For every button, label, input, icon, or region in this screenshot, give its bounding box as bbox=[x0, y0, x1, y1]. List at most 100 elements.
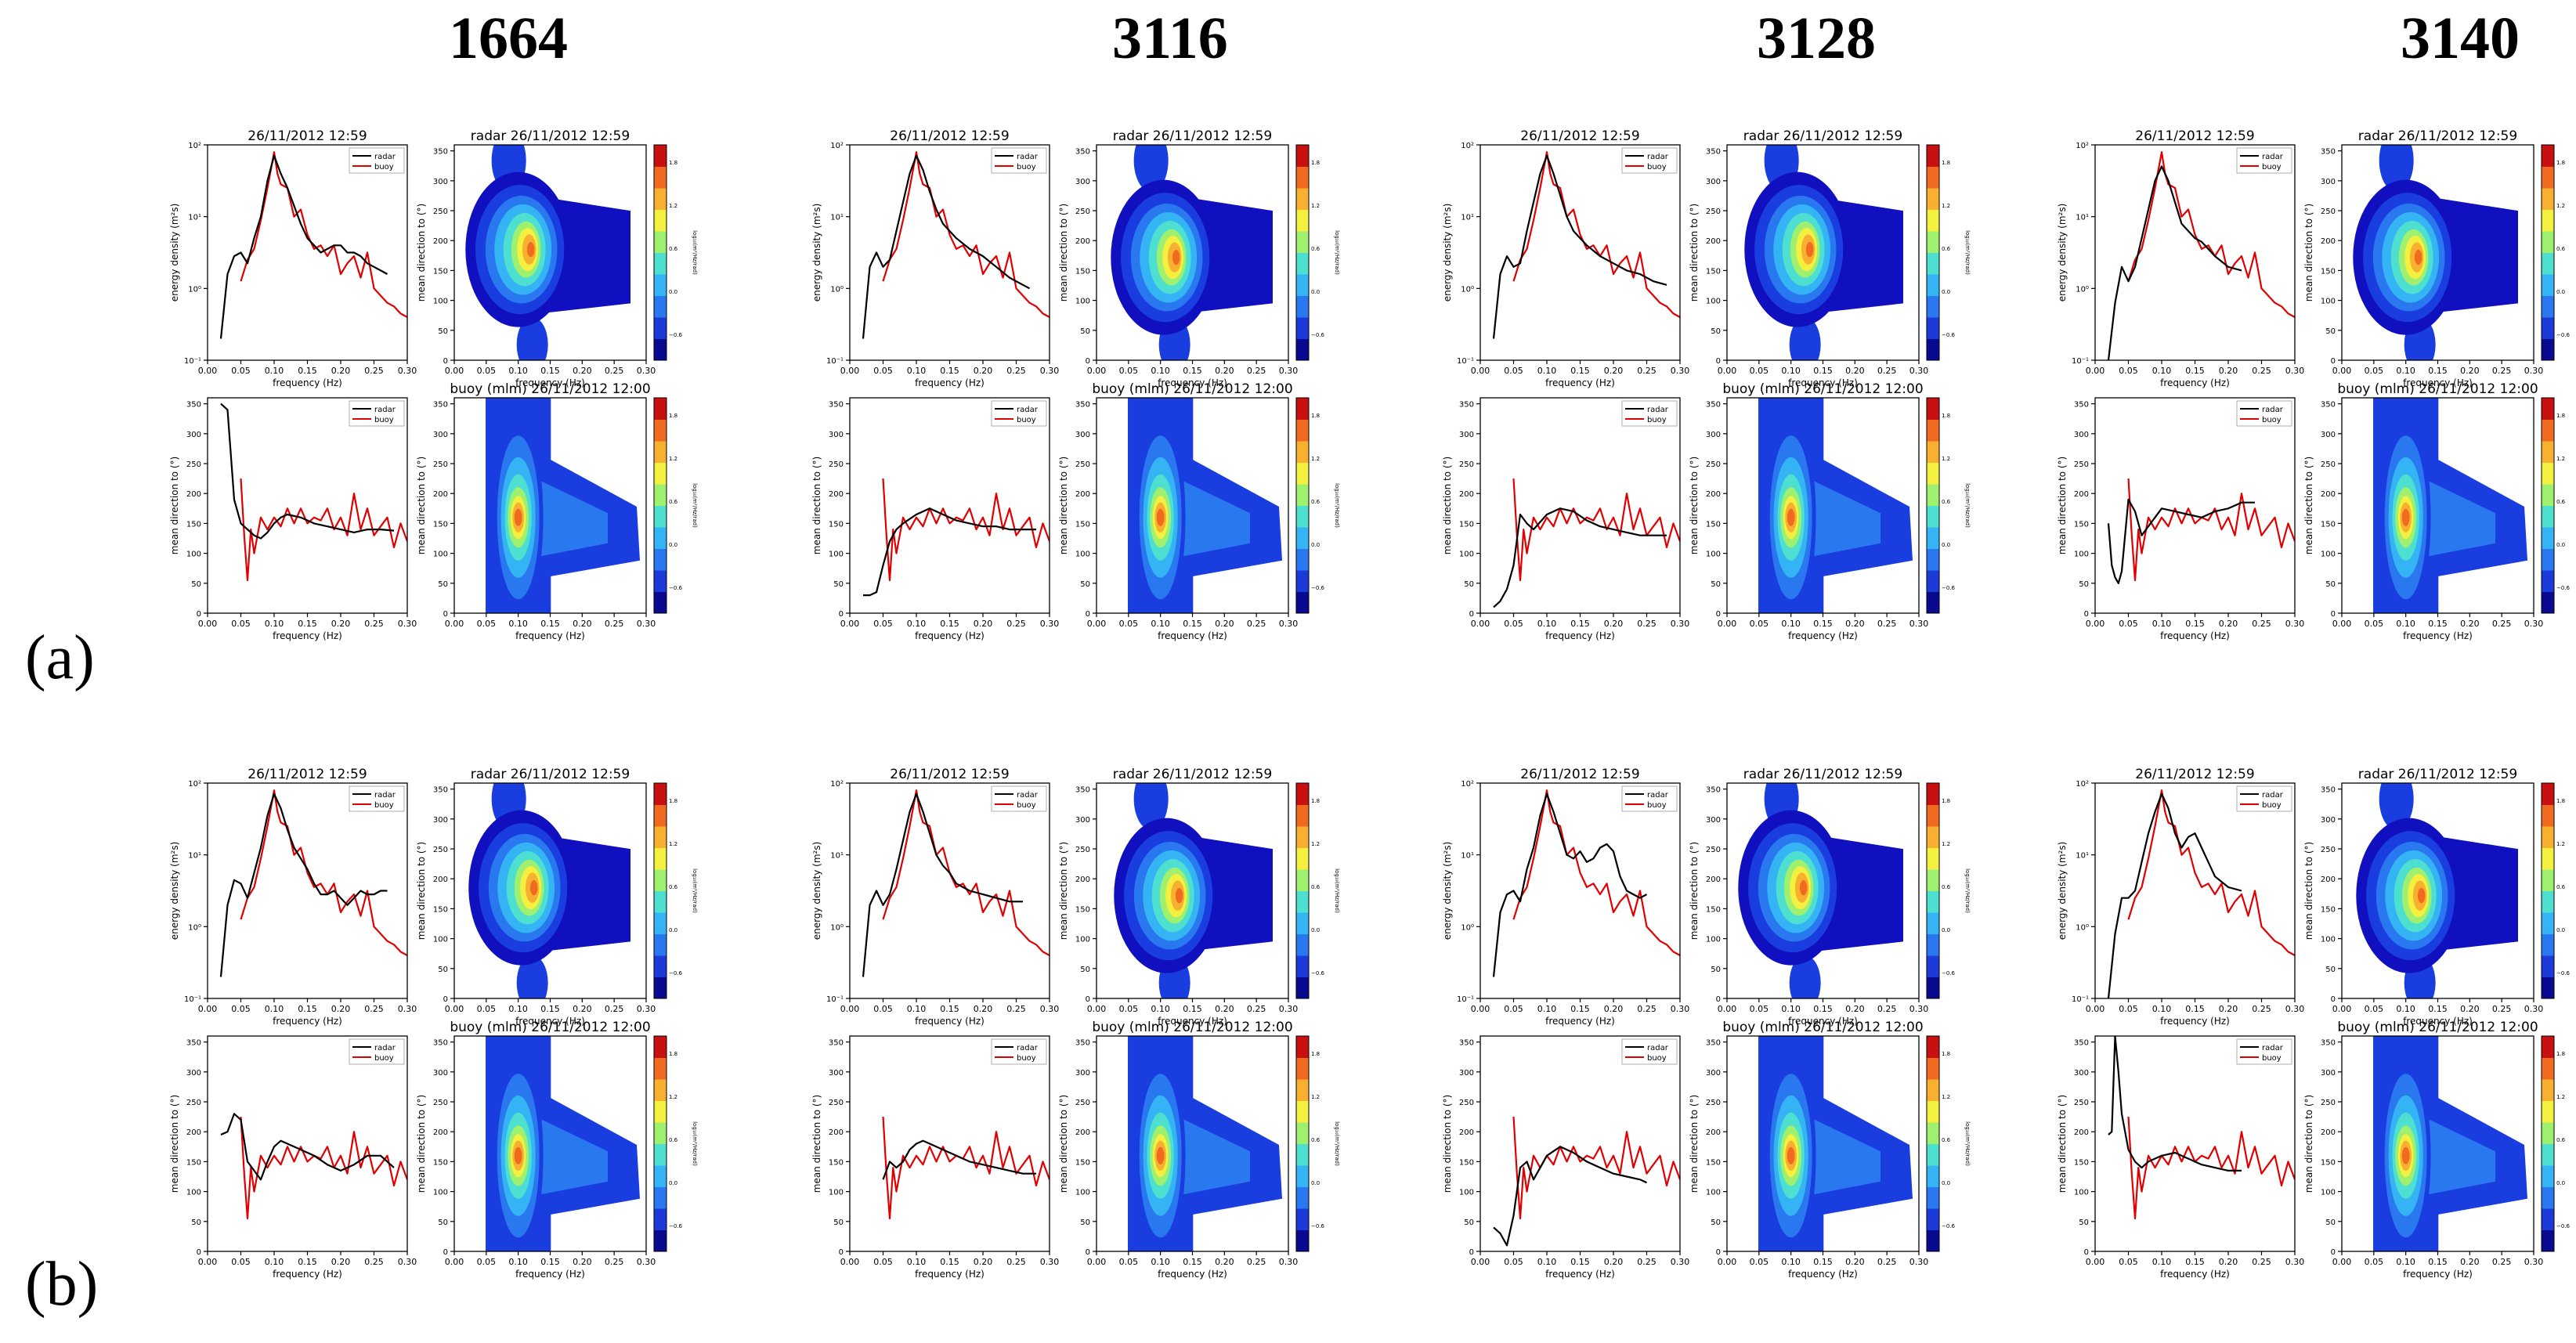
panel-b-3128-direction-ytick-label: 150 bbox=[1459, 1158, 1474, 1167]
panel-b-3116-radar-map-colorbar-step bbox=[1296, 977, 1309, 999]
panel-b-3116-buoy-map-xtick-label: 0.15 bbox=[1183, 1257, 1202, 1267]
panel-b-1664-energy-xtick-label: 0.20 bbox=[331, 1004, 351, 1014]
panel-b-3140-radar-map-ytick-label: 100 bbox=[2321, 936, 2336, 944]
panel-b-3140-buoy-map-ytick-label: 0 bbox=[2331, 1248, 2336, 1257]
panel-a-1664-buoy-map-xlabel: frequency (Hz) bbox=[515, 630, 585, 641]
panel-b-3140-radar-map-xlabel: frequency (Hz) bbox=[2403, 1016, 2473, 1027]
panel-a-3140-radar-map-xtick-label: 0.00 bbox=[2332, 366, 2352, 376]
panel-b-3140-radar-map-colorbar-step bbox=[2542, 826, 2554, 848]
panel-b-3140-energy-ytick-label: 10⁰ bbox=[2076, 923, 2089, 932]
panel-b-3140-radar-map-xtick-label: 0.20 bbox=[2460, 1004, 2480, 1014]
panel-b-3116-radar-map-xtick-label: 0.20 bbox=[1215, 1004, 1234, 1014]
panel-a-1664-buoy-map-contours bbox=[454, 398, 646, 613]
panel-b-1664-radar-map-ytick-label: 250 bbox=[433, 846, 448, 854]
panel-b-3140-radar-map-xtick-label: 0.00 bbox=[2332, 1004, 2352, 1014]
panel-b-3140-direction-ytick-label: 0 bbox=[2084, 1248, 2089, 1257]
panel-b-3140-energy-legend-buoy: buoy bbox=[2262, 801, 2282, 810]
panel-b-3116-buoy-map-colorbar-frame bbox=[1295, 1035, 1310, 1252]
panel-a-3140-buoy-map-colorbar-frame bbox=[2541, 397, 2555, 614]
panel-b-3116-buoy-map-colorbar-step bbox=[1296, 1100, 1309, 1123]
panel-a-3116-buoy-map-ylabel: mean direction to (°) bbox=[1058, 457, 1069, 554]
panel-a-3128-energy-legend-radar: radar bbox=[1647, 153, 1669, 161]
panel-a-3116-direction-ytick-label: 300 bbox=[829, 431, 844, 439]
panel-b-3116-radar-map-ylabel: mean direction to (°) bbox=[1058, 842, 1069, 940]
panel-a-1664-buoy-map-colorbar-step bbox=[654, 505, 667, 528]
panel-a-1664-buoy-map-xtick-label: 0.10 bbox=[508, 619, 528, 629]
panel-b-3128-buoy-map-xtick-label: 0.00 bbox=[1718, 1257, 1737, 1267]
panel-a-1664-buoy-map-colorbar-step bbox=[654, 398, 667, 420]
panel-a-3140-buoy-map-colorbar-step bbox=[2542, 398, 2554, 420]
row-label-b: (b) bbox=[25, 1250, 99, 1319]
panel-a-3116-energy-legend-buoy: buoy bbox=[1017, 163, 1036, 171]
panel-b-3128-buoy-map-colorbar-step bbox=[1927, 1208, 1939, 1230]
panel-b-3128-energy-xlabel: frequency (Hz) bbox=[1545, 1016, 1615, 1027]
panel-a-3140-radar-map-xtick-label: 0.15 bbox=[2428, 366, 2448, 376]
panel-b-1664-radar-map-xtick-label: 0.00 bbox=[445, 1004, 464, 1014]
panel-b-3116-buoy-map-ytick-label: 100 bbox=[1075, 1189, 1090, 1197]
panel-a-3128-buoy-map-colorbar-step bbox=[1927, 548, 1939, 571]
panel-b-3128-radar-map-xtick-label: 0.00 bbox=[1718, 1004, 1737, 1014]
panel-b-3128-buoy-map-colorbar-step bbox=[1927, 1186, 1939, 1209]
panel-a-1664-energy-xtick-label: 0.15 bbox=[298, 366, 317, 376]
panel-b-3140-radar-map-xtick-label: 0.30 bbox=[2524, 1004, 2544, 1014]
panel-b-1664-direction-ytick-label: 250 bbox=[186, 1099, 201, 1107]
panel-a-1664-direction-ylabel: mean direction to (°) bbox=[169, 457, 180, 554]
panel-a-3128-buoy-map-colorbar-label: log₁₀(m²/Hz/rad) bbox=[1964, 483, 1971, 528]
panel-b-3140-energy-legend-box bbox=[2236, 785, 2292, 812]
panel-a-3116-radar-map-xtick-label: 0.10 bbox=[1151, 366, 1170, 376]
panel-b-3116-energy-xtick-label: 0.20 bbox=[974, 1004, 993, 1014]
panel-b-3128-energy-xtick-label: 0.30 bbox=[1671, 1004, 1690, 1014]
panel-a-3128-energy-xtick-label: 0.10 bbox=[1537, 366, 1557, 376]
panel-b-3140-energy-radar-line bbox=[2107, 792, 2242, 998]
panel-a-3128-direction-ytick-label: 250 bbox=[1459, 460, 1474, 469]
panel-a-3116-radar-map-ylabel: mean direction to (°) bbox=[1058, 204, 1069, 301]
panel-a-3140-buoy-map-title: buoy (mlm) 26/11/2012 12:00 bbox=[2337, 381, 2538, 397]
panel-a-3116-radar-map-colorbar-tick: 0.0 bbox=[1311, 289, 1320, 295]
panel-a-3140-buoy-map-colorbar-tick: 0.0 bbox=[2556, 542, 2565, 548]
panel-a-3116-energy-xtick-label: 0.30 bbox=[1040, 366, 1060, 376]
panel-a-3116-energy-xtick-label: 0.15 bbox=[940, 366, 959, 376]
panel-b-1664-direction-ytick-label: 100 bbox=[186, 1189, 201, 1197]
panel-b-3116-radar-map-xtick-label: 0.30 bbox=[1279, 1004, 1299, 1014]
panel-b-3140-buoy-map-xtick-label: 0.30 bbox=[2524, 1257, 2544, 1267]
panel-b-3128-direction-xtick-label: 0.15 bbox=[1570, 1257, 1590, 1267]
panel-a-3140-buoy-map-ytick-label: 200 bbox=[2321, 490, 2336, 499]
panel-a-3140-radar-map-colorbar-step bbox=[2542, 338, 2554, 361]
panel-b-1664-buoy-map-colorbar-step bbox=[654, 1079, 667, 1101]
panel-a-3128-buoy-map-colorbar-tick: 0.0 bbox=[1942, 542, 1950, 548]
panel-b-3140-radar-map-colorbar-step bbox=[2542, 933, 2554, 956]
panel-a-3128-direction-ytick-label: 300 bbox=[1459, 431, 1474, 439]
panel-b-3128-energy-radar-line bbox=[1492, 792, 1648, 977]
panel-a-3116-direction-buoy-line bbox=[882, 478, 1050, 582]
panel-a-3140-direction-ytick-label: 100 bbox=[2074, 551, 2089, 559]
panel-b-3128-radar-map-xtick-label: 0.20 bbox=[1845, 1004, 1865, 1014]
panel-b-3116-buoy-map-xlabel: frequency (Hz) bbox=[1158, 1269, 1227, 1280]
panel-b-3116-direction-ytick-label: 150 bbox=[829, 1158, 844, 1167]
panel-a-3140-radar-map-colorbar-step bbox=[2542, 317, 2554, 339]
panel-a-3140-radar-map-colorbar-step bbox=[2542, 188, 2554, 210]
panel-b-3140-direction-xtick-label: 0.10 bbox=[2152, 1257, 2172, 1267]
panel-b-3116-radar-map-title: radar 26/11/2012 12:59 bbox=[1113, 767, 1272, 782]
panel-b-1664-radar-map-ytick-label: 0 bbox=[443, 995, 448, 1004]
panel-b-3116-direction-lines bbox=[882, 1117, 1050, 1220]
panel-b-1664-energy-legend-box bbox=[349, 785, 405, 812]
panel-b-1664-buoy-map-contours bbox=[454, 1036, 646, 1251]
panel-a-3116-radar-map-level bbox=[1172, 250, 1180, 265]
panel-a-3128-direction-xtick-label: 0.00 bbox=[1471, 619, 1490, 629]
panel-b-1664-radar-map-ytick-label: 200 bbox=[433, 875, 448, 884]
panel-a-1664-radar-map-colorbar-step bbox=[654, 338, 667, 361]
panel-b-3140-radar-map-colorbar-step bbox=[2542, 783, 2554, 805]
panel-b-1664-buoy-map-colorbar-step bbox=[654, 1143, 667, 1166]
panel-a-3140-energy-buoy-line bbox=[2127, 151, 2295, 318]
panel-a-3128-buoy-map-colorbar-tick: −0.6 bbox=[1942, 585, 1956, 591]
panel-b-3116-buoy-map-ytick-label: 150 bbox=[1075, 1158, 1090, 1167]
panel-b-1664-buoy-map-ytick-label: 300 bbox=[433, 1069, 448, 1078]
panel-a-3116-buoy-map-ytick-label: 300 bbox=[1075, 431, 1090, 439]
panel-a-1664-radar-map-ytick-label: 100 bbox=[433, 298, 448, 306]
panel-a-3140-buoy-map-xtick-label: 0.20 bbox=[2460, 619, 2480, 629]
panel-a-3128-radar-map-title: radar 26/11/2012 12:59 bbox=[1743, 128, 1902, 144]
panel-a-3128-radar-map-colorbar-tick: 0.0 bbox=[1942, 289, 1950, 295]
panel-b-3116-radar-map-colorbar-step bbox=[1296, 955, 1309, 977]
panel-a-3116-direction-ytick-label: 0 bbox=[839, 610, 844, 619]
panel-a-3116-buoy-map-colorbar-step bbox=[1296, 505, 1309, 528]
